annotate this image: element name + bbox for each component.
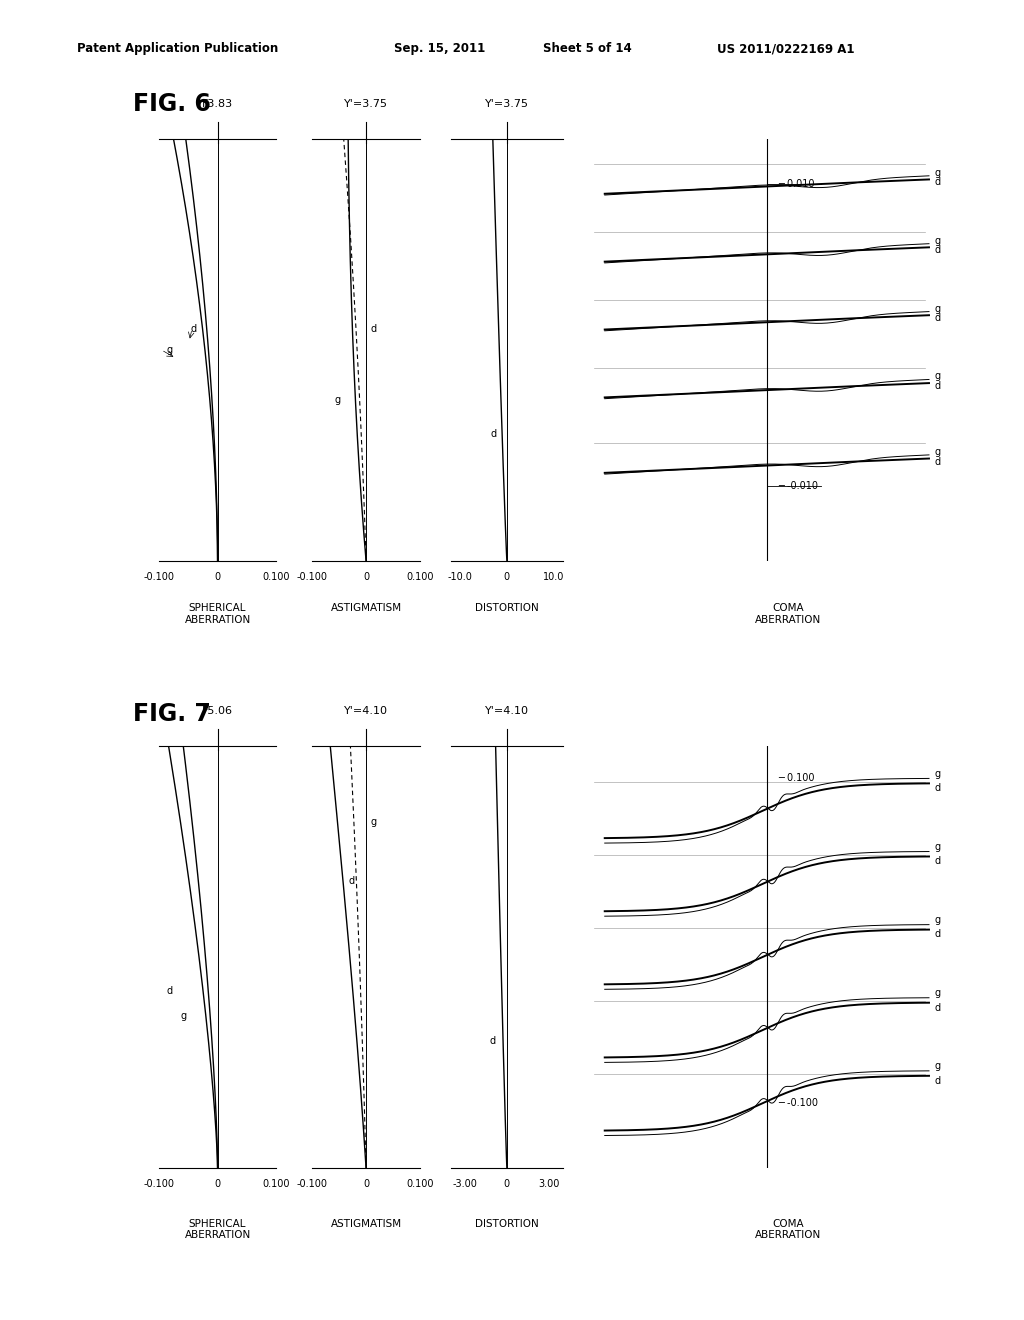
Text: 0: 0 [504, 572, 510, 582]
Text: Sheet 5 of 14: Sheet 5 of 14 [543, 42, 632, 55]
Text: d: d [934, 246, 940, 255]
Text: 0.100: 0.100 [407, 572, 433, 582]
Text: -0.100: -0.100 [297, 1179, 328, 1189]
Text: -0.100: -0.100 [297, 572, 328, 582]
Text: ASTIGMATISM: ASTIGMATISM [331, 603, 401, 614]
Text: d: d [166, 986, 172, 995]
Text: g: g [371, 817, 377, 826]
Text: d: d [190, 323, 197, 334]
Text: g: g [335, 396, 341, 405]
Text: g: g [181, 1011, 187, 1022]
Text: d: d [934, 457, 940, 466]
Text: -10.0: -10.0 [447, 572, 472, 582]
Text: g: g [934, 168, 940, 178]
Text: d: d [934, 857, 940, 866]
Text: Y'=3.75: Y'=3.75 [344, 99, 388, 110]
Text: ─ 0.010: ─ 0.010 [777, 178, 814, 189]
Text: ASTIGMATISM: ASTIGMATISM [331, 1218, 401, 1229]
Text: -0.100: -0.100 [143, 1179, 174, 1189]
Text: 0: 0 [504, 1179, 510, 1189]
Text: d: d [348, 876, 354, 886]
Text: g: g [934, 842, 940, 851]
Text: Patent Application Publication: Patent Application Publication [77, 42, 279, 55]
Text: FIG. 7: FIG. 7 [133, 702, 211, 726]
Text: Y'=4.10: Y'=4.10 [344, 706, 388, 717]
Text: US 2011/0222169 A1: US 2011/0222169 A1 [717, 42, 854, 55]
Text: d: d [489, 1036, 496, 1047]
Text: ─ -0.010: ─ -0.010 [777, 480, 818, 491]
Text: -0.100: -0.100 [143, 572, 174, 582]
Text: d: d [934, 313, 940, 323]
Text: d: d [934, 177, 940, 187]
Text: F3.83: F3.83 [202, 99, 233, 110]
Text: 0: 0 [364, 1179, 369, 1189]
Text: 3.00: 3.00 [539, 1179, 560, 1189]
Text: g: g [934, 768, 940, 779]
Text: g: g [934, 447, 940, 457]
Text: g: g [934, 236, 940, 246]
Text: 0: 0 [215, 1179, 220, 1189]
Text: ─ -0.100: ─ -0.100 [777, 1098, 818, 1109]
Text: -3.00: -3.00 [453, 1179, 477, 1189]
Text: SPHERICAL
ABERRATION: SPHERICAL ABERRATION [184, 603, 251, 624]
Text: ─ 0.100: ─ 0.100 [777, 774, 814, 783]
Text: 10.0: 10.0 [543, 572, 564, 582]
Text: DISTORTION: DISTORTION [475, 1218, 539, 1229]
Text: 0.100: 0.100 [407, 1179, 433, 1189]
Text: g: g [934, 915, 940, 925]
Text: COMA
ABERRATION: COMA ABERRATION [756, 603, 821, 624]
Text: SPHERICAL
ABERRATION: SPHERICAL ABERRATION [184, 1218, 251, 1241]
Text: Y'=3.75: Y'=3.75 [485, 99, 528, 110]
Text: 0: 0 [215, 572, 220, 582]
Text: g: g [934, 304, 940, 314]
Text: 0.100: 0.100 [263, 1179, 290, 1189]
Text: g: g [934, 371, 940, 381]
Text: d: d [490, 429, 497, 440]
Text: d: d [934, 783, 940, 793]
Text: d: d [934, 1003, 940, 1012]
Text: F5.06: F5.06 [202, 706, 233, 717]
Text: g: g [166, 345, 172, 355]
Text: FIG. 6: FIG. 6 [133, 92, 211, 116]
Text: Y'=4.10: Y'=4.10 [485, 706, 528, 717]
Text: d: d [934, 929, 940, 940]
Text: g: g [934, 1061, 940, 1071]
Text: COMA
ABERRATION: COMA ABERRATION [756, 1218, 821, 1241]
Text: 0: 0 [364, 572, 369, 582]
Text: Sep. 15, 2011: Sep. 15, 2011 [394, 42, 485, 55]
Text: 0.100: 0.100 [263, 572, 290, 582]
Text: d: d [371, 323, 377, 334]
Text: d: d [934, 1076, 940, 1085]
Text: d: d [934, 381, 940, 391]
Text: DISTORTION: DISTORTION [475, 603, 539, 614]
Text: g: g [934, 987, 940, 998]
